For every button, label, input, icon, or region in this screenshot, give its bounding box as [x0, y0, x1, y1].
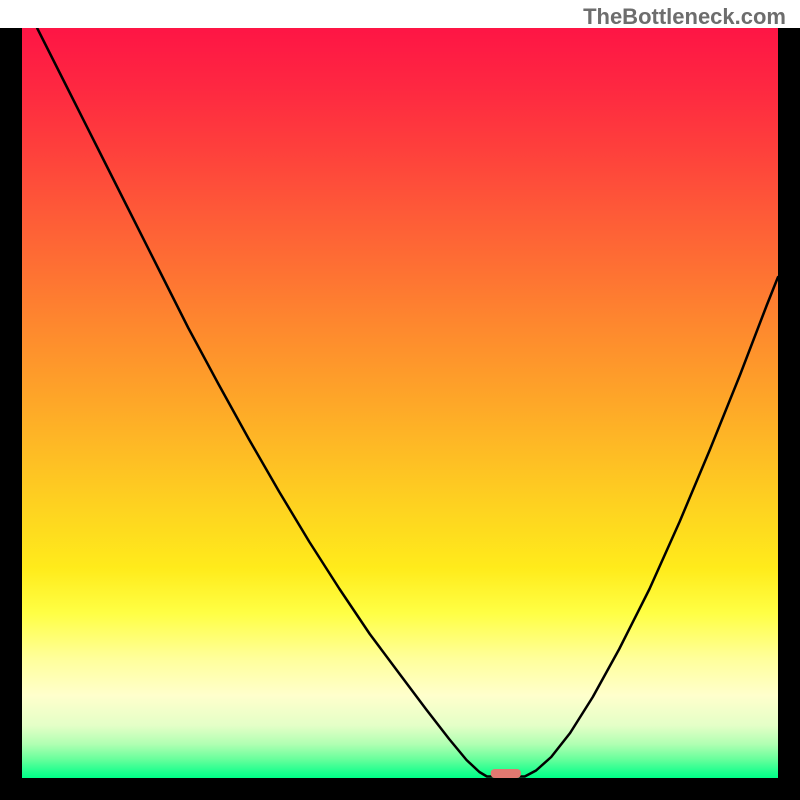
optimal-marker	[491, 769, 521, 778]
chart-container: TheBottleneck.com	[0, 0, 800, 800]
plot-area	[0, 28, 800, 800]
bottleneck-curve-chart	[0, 28, 800, 800]
watermark-text: TheBottleneck.com	[583, 4, 786, 30]
